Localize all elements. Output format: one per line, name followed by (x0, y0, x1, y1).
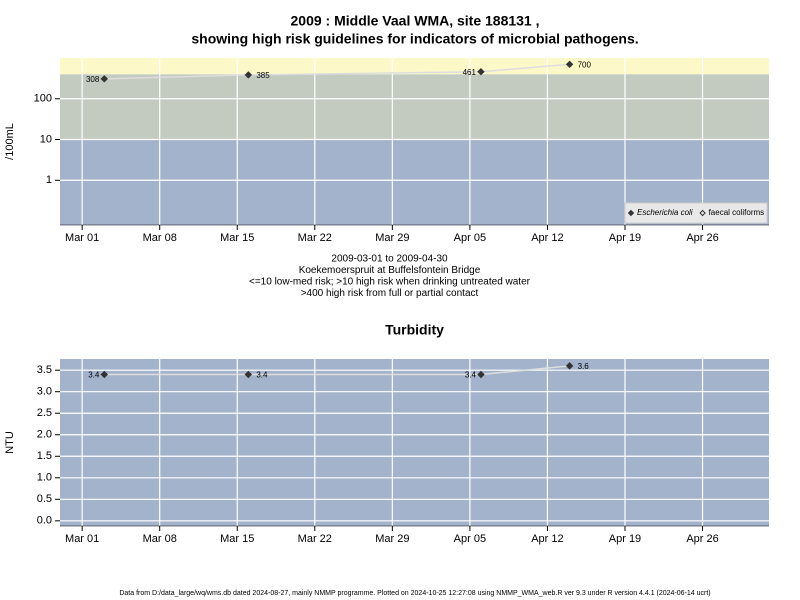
y-tick-label: 10 (40, 133, 52, 145)
legend-marker (627, 209, 635, 217)
y-tick-label: 3.5 (37, 364, 52, 376)
data-point (565, 362, 574, 370)
note-line: 2009-03-01 to 2009-04-30 (331, 254, 448, 265)
data-point (244, 370, 253, 379)
data-label: 461 (463, 68, 477, 77)
data-point (100, 75, 109, 83)
x-tick-label: Apr 12 (531, 533, 563, 545)
x-tick-label: Apr 19 (609, 533, 641, 545)
y-tick-label: 1.5 (37, 450, 52, 462)
y-tick-label: 1 (46, 174, 52, 186)
x-tick-label: Apr 05 (454, 533, 486, 545)
data-point (244, 71, 253, 79)
data-point (477, 370, 485, 379)
x-tick-label: Mar 01 (65, 533, 99, 545)
y-tick-label: 2.5 (37, 407, 52, 419)
data-label: 3.6 (578, 362, 590, 371)
x-tick-label: Mar 15 (220, 232, 254, 244)
series-line (104, 63, 570, 80)
y-axis-label: NTU (4, 431, 16, 454)
x-tick-label: Mar 08 (143, 533, 177, 545)
y-tick-label: 2.0 (37, 429, 52, 441)
risk-band (60, 74, 769, 140)
risk-band (60, 58, 769, 75)
title-line: showing high risk guidelines for indicat… (191, 31, 638, 47)
x-tick-label: Mar 08 (143, 232, 177, 244)
footer: Data from D:/data_large/wq/wms.db dated … (119, 590, 710, 597)
y-tick-label: 100 (34, 93, 52, 105)
x-tick-label: Apr 19 (609, 232, 641, 244)
data-point (100, 370, 109, 379)
y-tick-label: 0.0 (37, 515, 52, 527)
series-line (104, 365, 570, 376)
y-axis-label: /100mL (4, 123, 16, 160)
legend-box (624, 202, 768, 224)
data-label: 3.4 (465, 371, 477, 380)
data-label: 3.4 (88, 371, 100, 380)
data-point (477, 68, 485, 76)
data-label: 385 (256, 71, 270, 80)
x-tick-label: Mar 29 (375, 232, 409, 244)
panel-title: Turbidity (385, 322, 444, 338)
data-point (565, 60, 574, 69)
legend-entry: Escherichia coli (637, 208, 693, 217)
note-line: <=10 low-med risk; >10 high risk when dr… (249, 277, 531, 288)
risk-band (60, 359, 769, 526)
x-tick-label: Mar 15 (220, 533, 254, 545)
x-tick-label: Mar 29 (375, 533, 409, 545)
x-tick-label: Mar 22 (298, 533, 332, 545)
note-line: Koekemoerspruit at Buffelsfontein Bridge (299, 265, 481, 276)
legend-entry: faecal coliforms (709, 208, 765, 217)
x-tick-label: Apr 12 (531, 232, 563, 244)
title-line: 2009 : Middle Vaal WMA, site 188131 , (291, 13, 540, 29)
x-tick-label: Apr 26 (686, 232, 718, 244)
x-tick-label: Apr 26 (686, 533, 718, 545)
note-line: >400 high risk from full or partial cont… (301, 288, 479, 299)
legend-marker (699, 209, 706, 217)
x-tick-label: Apr 05 (454, 232, 486, 244)
data-label: 3.4 (256, 371, 268, 380)
y-tick-label: 0.5 (37, 493, 52, 505)
y-tick-label: 1.0 (37, 472, 52, 484)
x-tick-label: Mar 01 (65, 232, 99, 244)
data-label: 308 (86, 75, 100, 84)
y-tick-label: 3.0 (37, 386, 52, 398)
x-tick-label: Mar 22 (298, 232, 332, 244)
data-label: 700 (578, 60, 592, 69)
